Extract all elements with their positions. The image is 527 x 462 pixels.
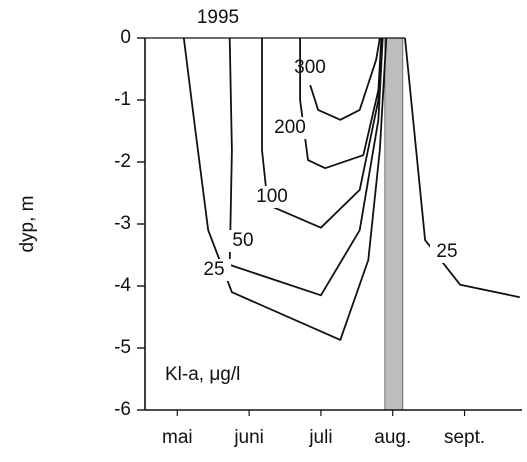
contour-label-bg [273, 117, 307, 139]
y-axis-label: dyp, m [17, 195, 38, 252]
contour-line [228, 37, 384, 297]
y-tick-label: -4 [114, 275, 131, 296]
contour-label: 50 [232, 230, 253, 251]
contour-label: 200 [274, 117, 306, 138]
x-tick-label: juni [233, 427, 264, 448]
contour-label: 100 [256, 186, 288, 207]
contour-label-bg [430, 241, 464, 263]
contour-label-bg [293, 57, 327, 79]
contour-label-bg [255, 186, 289, 208]
shaded-band [384, 37, 404, 411]
y-tick-label: -6 [114, 399, 131, 420]
contour-label: 25 [203, 259, 224, 280]
chart-title: 1995 [197, 7, 239, 28]
contour-line [309, 37, 381, 121]
x-tick-label: sept. [444, 427, 485, 448]
contour-label-bg [197, 259, 231, 281]
x-tick-label: aug. [374, 427, 411, 448]
x-tick-label: juli [308, 427, 332, 448]
annotation: Kl-a, μg/l [165, 364, 240, 385]
contour-line [261, 37, 383, 229]
y-tick-label: -5 [114, 337, 131, 358]
contour-label: 300 [294, 57, 326, 78]
y-tick-label: -2 [114, 151, 131, 172]
contour-line [182, 37, 388, 341]
y-tick-label: -1 [114, 89, 131, 110]
contour-label-bg [226, 230, 260, 252]
y-tick-label: 0 [120, 27, 131, 48]
x-tick-label: mai [162, 427, 193, 448]
y-tick-label: -3 [114, 213, 131, 234]
contour-label: 25 [436, 241, 457, 262]
